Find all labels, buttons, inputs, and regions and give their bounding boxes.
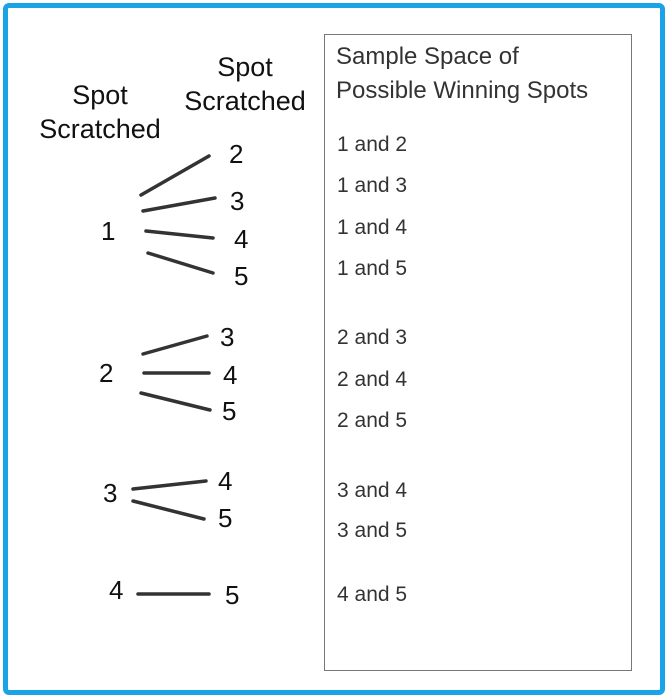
sample-space-title-line2: Possible Winning Spots	[336, 77, 589, 104]
outcome-item: 1 and 4	[337, 216, 408, 239]
branch-1-5	[146, 251, 215, 275]
outcome-item: 1 and 2	[337, 133, 408, 156]
second-spot-4-5: 5	[225, 580, 240, 610]
second-spot-2-4: 4	[223, 360, 238, 390]
sample-space-title-line1: Sample Space of	[336, 43, 519, 70]
outcome-item: 1 and 5	[337, 257, 408, 280]
sample-space-title: Sample Space of Possible Winning Spots	[336, 40, 636, 108]
first-spot-2: 2	[99, 358, 114, 388]
second-spot-3-5: 5	[218, 503, 233, 533]
second-spot-2-5: 5	[222, 396, 237, 426]
second-header-line1: Spot	[217, 52, 273, 82]
first-header-line2: Scratched	[39, 114, 161, 144]
first-spot-4: 4	[109, 575, 124, 605]
branch-1-4	[144, 229, 215, 240]
first-spot-header: Spot Scratched	[30, 78, 170, 146]
outcome-item: 2 and 4	[337, 368, 408, 391]
second-spot-2-3: 3	[220, 322, 235, 352]
outcome-item: 3 and 4	[337, 479, 408, 502]
first-spot-1: 1	[101, 216, 116, 246]
outcome-item: 4 and 5	[337, 583, 408, 606]
sample-space-box	[324, 34, 632, 671]
first-spot-3: 3	[103, 478, 118, 508]
blue-frame	[3, 3, 665, 695]
second-header-line2: Scratched	[184, 86, 306, 116]
first-header-line1: Spot	[72, 80, 128, 110]
outcome-item: 1 and 3	[337, 174, 408, 197]
second-spot-3-4: 4	[218, 466, 233, 496]
outcome-item: 3 and 5	[337, 519, 408, 542]
second-spot-1-4: 4	[234, 224, 249, 254]
branch-1-2	[139, 154, 211, 197]
branch-3-4	[131, 479, 208, 491]
second-spot-1-5: 5	[234, 261, 249, 291]
second-spot-1-2: 2	[229, 139, 244, 169]
second-spot-1-3: 3	[230, 186, 245, 216]
outcome-item: 2 and 5	[337, 409, 408, 432]
second-spot-header: Spot Scratched	[175, 50, 315, 118]
outcome-item: 2 and 3	[337, 326, 408, 349]
branch-2-3	[141, 334, 209, 356]
branch-2-5	[139, 391, 212, 412]
branch-1-3	[141, 196, 217, 213]
branch-3-5	[131, 499, 206, 521]
